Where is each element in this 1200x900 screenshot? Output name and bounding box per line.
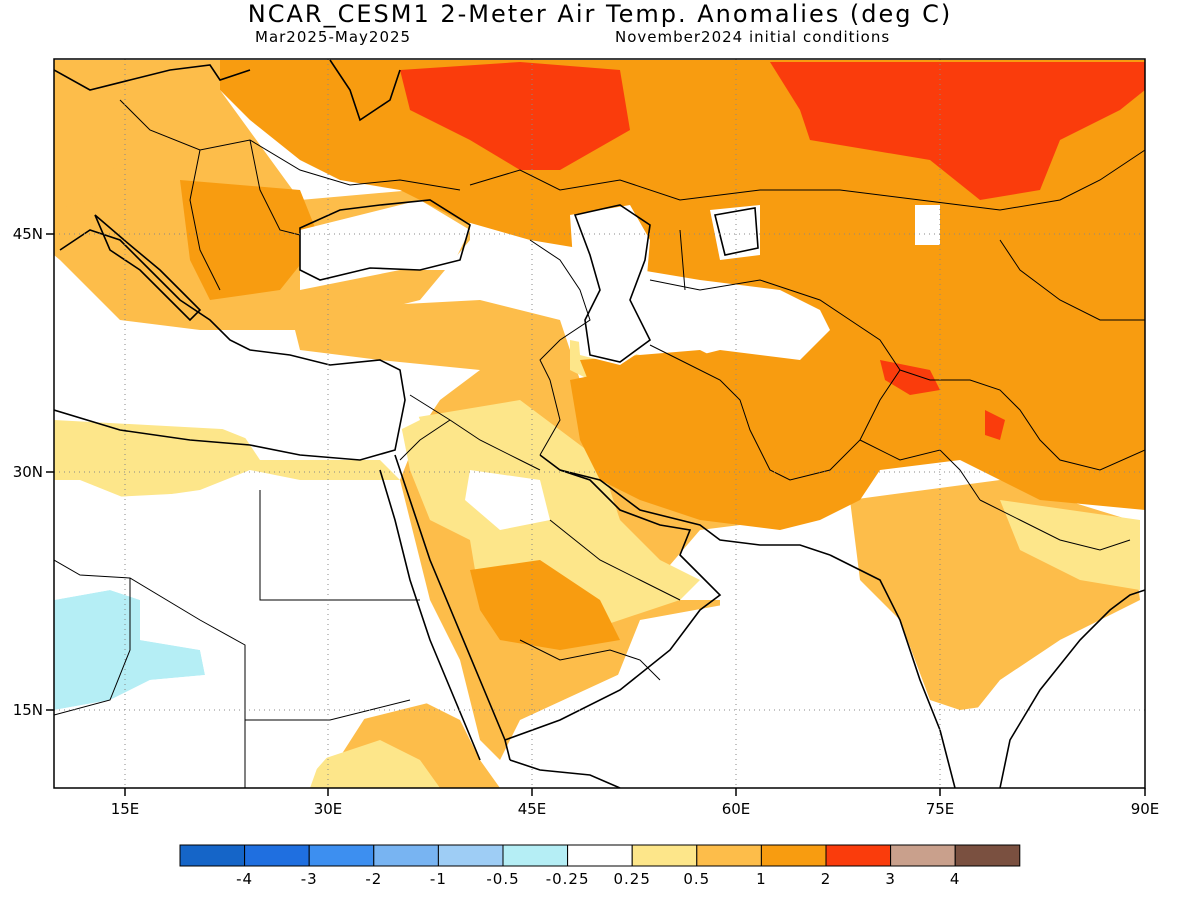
border-5 (529, 239, 591, 456)
border-8 (899, 369, 1145, 471)
lat-label-30n: 30N (13, 463, 43, 481)
border-layer (54, 99, 1145, 788)
colorbar-swatch (437, 844, 504, 867)
anomaly-fill-layer (54, 59, 1145, 788)
anomaly-region-nafrica-pale (54, 420, 400, 500)
europe-north-coast (54, 64, 251, 91)
colorbar-tick-label: -0.5 (486, 870, 520, 888)
lat-label-45n: 45N (13, 225, 43, 243)
anomaly-region-balkhash-white (915, 205, 940, 245)
colorbar-tick-label: 0.5 (683, 870, 711, 888)
anomaly-region-westeu (54, 60, 190, 210)
anomaly-region-eurasia (220, 60, 1145, 530)
border-11 (409, 394, 541, 471)
colorbar-tick-label: 4 (949, 870, 961, 888)
anomaly-region-arabia-orange (470, 560, 620, 650)
colorbar-swatch (502, 844, 569, 867)
scandinavia-coast (329, 59, 401, 122)
arabia-coast (504, 454, 722, 741)
anomaly-region-himalaya-red (880, 360, 940, 395)
colorbar-tick-label: -4 (236, 870, 254, 888)
initial-conditions: November2024 initial conditions (615, 28, 891, 46)
colorbar-swatch (954, 844, 1021, 867)
caspian-coast (573, 204, 652, 363)
colorbar-swatch (308, 844, 375, 867)
colorbar-tick-label: 0.25 (613, 870, 651, 888)
border-18 (245, 699, 411, 721)
border-17 (54, 578, 131, 716)
colorbar-swatch (244, 844, 310, 867)
lon-label-75e: 75E (926, 800, 955, 818)
colorbar-swatch (373, 844, 439, 867)
colorbar-swatch (696, 844, 762, 867)
anomaly-region-balkans (180, 180, 320, 300)
colorbar-tick-label: -1 (429, 870, 447, 888)
axis-ticks (46, 233, 1146, 796)
lon-tick-labels: 15E 30E 45E 60E 75E 90E (111, 800, 1160, 818)
colorbar-swatch (179, 844, 246, 867)
anomaly-region-africa-white (54, 490, 440, 788)
anomaly-region-tibet-red (985, 410, 1005, 440)
colorbar-tick-label: -2 (365, 870, 383, 888)
anomaly-region-sea-white (54, 330, 420, 440)
border-10 (999, 239, 1145, 321)
border-4 (469, 149, 1145, 211)
border-14 (519, 639, 661, 681)
border-16 (54, 559, 246, 788)
border-19 (979, 499, 1131, 551)
lat-tick-labels: 45N 30N 15N (13, 225, 43, 719)
map-title: NCAR_CESM1 2-Meter Air Temp. Anomalies (… (247, 0, 953, 28)
anomaly-region-caspian-white (570, 205, 650, 365)
blacksea-coast (299, 199, 471, 281)
border-13 (549, 519, 681, 601)
map-frame (53, 58, 1146, 789)
gulf-coast (559, 469, 831, 556)
colorbar-swatch (567, 844, 633, 867)
gridlines (54, 59, 1145, 788)
colorbar (179, 844, 1021, 867)
border-2 (249, 139, 301, 236)
colorbar-tick-label: 1 (756, 870, 767, 888)
lon-label-45e: 45E (518, 800, 547, 818)
lon-label-90e: 90E (1131, 800, 1160, 818)
border-1 (119, 99, 461, 191)
colorbar-tick-label: 3 (885, 870, 896, 888)
anomaly-region-siberia-red (770, 62, 1145, 200)
colorbar-tick-label: 2 (820, 870, 832, 888)
lon-label-30e: 30E (314, 800, 343, 818)
anomaly-region-iran (580, 350, 780, 470)
border-15 (259, 490, 420, 601)
border-3 (189, 149, 221, 291)
lon-label-60e: 60E (722, 800, 751, 818)
lon-label-15e: 15E (111, 800, 140, 818)
border-12 (399, 419, 451, 461)
africa-horn-coast (509, 759, 621, 788)
anomaly-region-arabia-white (465, 470, 550, 530)
anomaly-region-arabiansea-white (600, 580, 940, 788)
anomaly-region-india-pale (1000, 500, 1140, 590)
india-east-coast (999, 589, 1145, 788)
forecast-period: Mar2025-May2025 (255, 28, 412, 46)
colorbar-swatch (890, 844, 956, 867)
anomaly-region-horn-pale (310, 740, 440, 788)
anomaly-region-russia-red (400, 62, 630, 170)
lat-label-15n: 15N (13, 701, 43, 719)
colorbar-swatch (825, 844, 892, 867)
aral-coast (714, 207, 759, 256)
anomaly-region-bay-white (960, 600, 1145, 788)
colorbar-tick-label: -3 (300, 870, 318, 888)
colorbar-tick-label: -0.25 (545, 870, 590, 888)
border-7 (679, 229, 686, 291)
colorbar-swatch (631, 844, 698, 867)
colorbar-swatch (760, 844, 827, 867)
mediterranean-coast (54, 229, 406, 461)
